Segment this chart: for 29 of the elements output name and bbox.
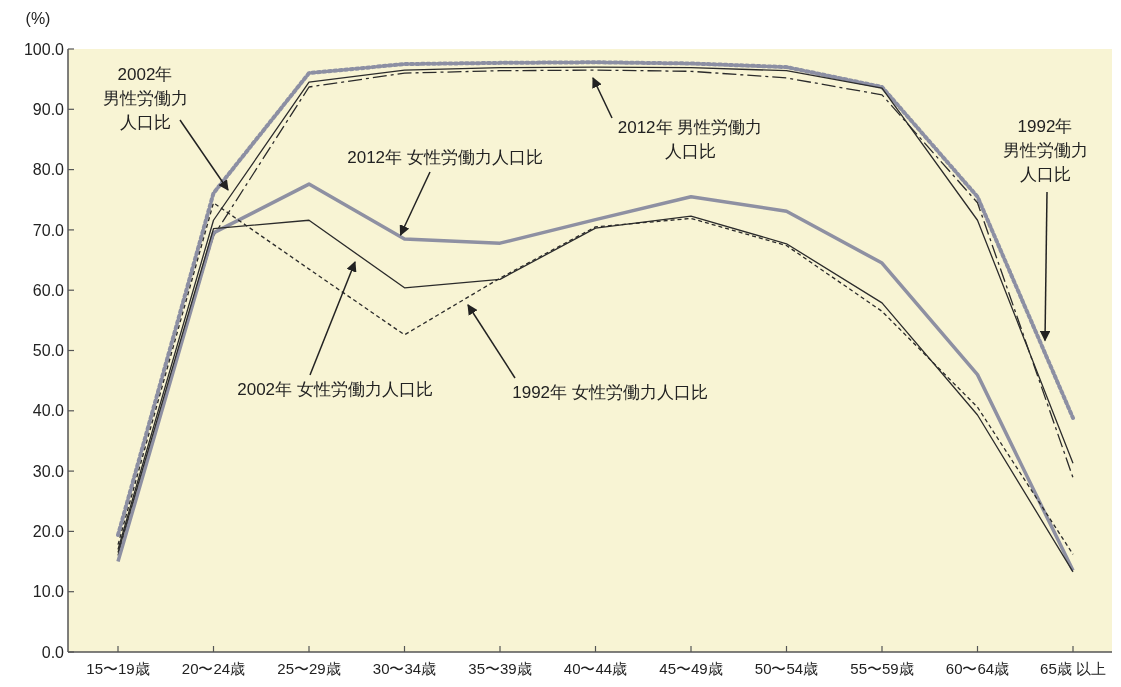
x-tick-label: 35〜39歳 [468, 660, 532, 677]
x-tick-label: 20〜24歳 [181, 660, 246, 677]
y-tick-label: 30.0 [32, 462, 65, 480]
annotation: 1992年男性労働力人口比 [1002, 117, 1088, 184]
x-tick-label: 40〜44歳 [563, 660, 628, 677]
y-tick-label: 90.0 [32, 100, 65, 118]
y-tick-label: 40.0 [32, 402, 65, 420]
y-tick-label: 60.0 [32, 281, 65, 299]
y-tick-label: 20.0 [32, 523, 65, 540]
y-tick-label: 0.0 [41, 643, 65, 661]
x-tick-label: 50〜54歳 [754, 660, 819, 677]
x-tick-label: 15〜19歳 [86, 660, 150, 677]
annotation: 2002年男性労働力人口比 [102, 65, 188, 132]
annotation: 2002年 女性労働力人口比 [237, 380, 433, 399]
y-tick-label: 70.0 [32, 221, 65, 239]
y-axis-title: (%) [25, 10, 51, 27]
annotation: 2012年 女性労働力人口比 [347, 148, 543, 167]
annotation: 2012年 男性労働力人口比 [617, 118, 763, 161]
x-tick-label: 60〜64歳 [945, 660, 1010, 677]
x-tick-label: 30〜34歳 [372, 660, 437, 677]
x-tick-label: 65歳 以上 [1040, 660, 1106, 677]
y-tick-label: 50.0 [32, 342, 65, 360]
y-tick-label: 10.0 [32, 583, 65, 601]
y-tick-label: 80.0 [32, 161, 65, 179]
x-tick-label: 25〜29歳 [277, 660, 341, 677]
x-tick-label: 55〜59歳 [850, 660, 914, 677]
annotation: 1992年 女性労働力人口比 [512, 383, 708, 402]
y-tick-label: 100.0 [23, 40, 65, 58]
x-tick-label: 45〜49歳 [659, 660, 723, 677]
